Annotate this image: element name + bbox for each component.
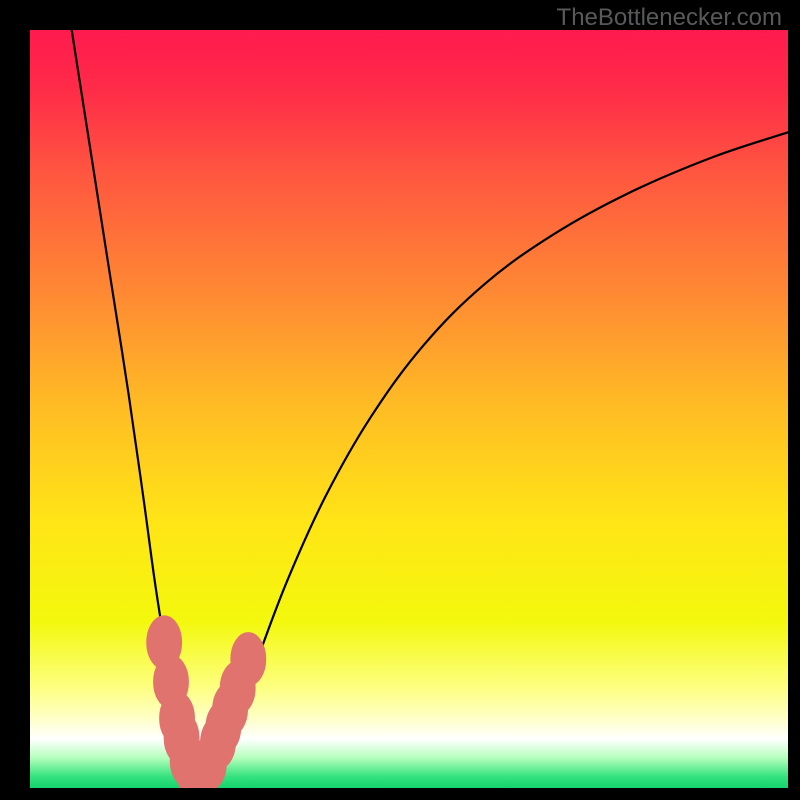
marker-point (231, 633, 266, 686)
data-markers (30, 30, 788, 788)
watermark-text: TheBottlenecker.com (557, 4, 782, 32)
plot-area (30, 30, 788, 788)
chart-root: TheBottlenecker.com (0, 0, 800, 800)
